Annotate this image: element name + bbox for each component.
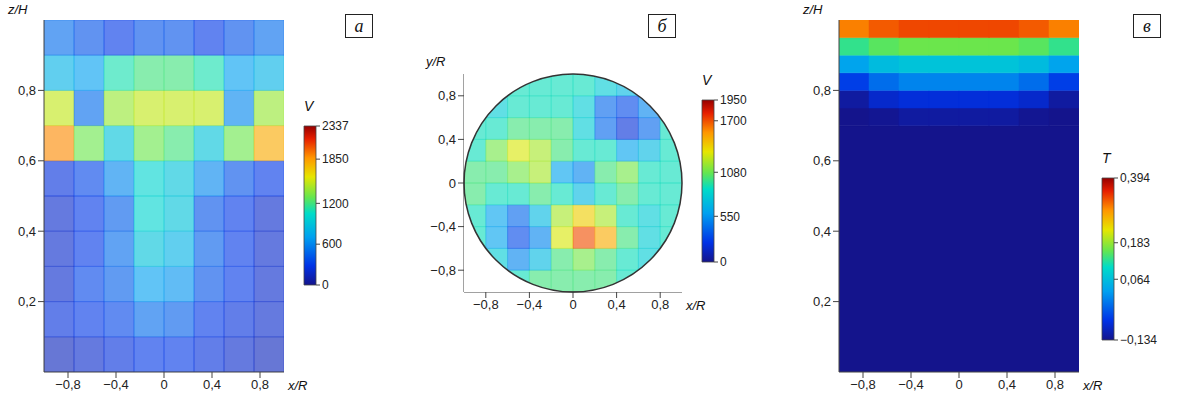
svg-text:1200: 1200 xyxy=(322,197,349,211)
html-text:z/H: z/H xyxy=(8,2,28,17)
html-text:б: б xyxy=(657,16,667,36)
svg-text:0: 0 xyxy=(160,377,167,392)
svg-text:0,394: 0,394 xyxy=(1120,171,1150,185)
html-text:x/R: x/R xyxy=(686,298,706,313)
svg-text:0,4: 0,4 xyxy=(998,377,1016,392)
html-text:T: T xyxy=(1102,150,1111,166)
svg-text:0,8: 0,8 xyxy=(438,88,456,103)
svg-text:0: 0 xyxy=(449,176,456,191)
html-text:x/R: x/R xyxy=(1083,378,1103,393)
svg-text:0,4: 0,4 xyxy=(203,377,221,392)
svg-text:0,064: 0,064 xyxy=(1120,273,1150,287)
svg-text:0,8: 0,8 xyxy=(18,83,36,98)
svg-text:0,6: 0,6 xyxy=(18,153,36,168)
svg-text:−0,4: −0,4 xyxy=(898,377,924,392)
svg-text:0,4: 0,4 xyxy=(608,297,626,312)
html-text:z/H: z/H xyxy=(803,2,823,17)
svg-text:0,4: 0,4 xyxy=(18,224,36,239)
svg-text:1850: 1850 xyxy=(322,152,349,166)
svg-text:−0,4: −0,4 xyxy=(103,377,129,392)
svg-text:0,6: 0,6 xyxy=(813,153,831,168)
svg-text:600: 600 xyxy=(322,237,342,251)
svg-text:1950: 1950 xyxy=(720,93,747,107)
svg-text:0,2: 0,2 xyxy=(813,294,831,309)
svg-text:1700: 1700 xyxy=(720,114,747,128)
svg-text:−0,8: −0,8 xyxy=(850,377,876,392)
svg-text:0: 0 xyxy=(955,377,962,392)
html-text:а: а xyxy=(354,16,364,36)
svg-text:2337: 2337 xyxy=(322,119,349,133)
html-text:V: V xyxy=(304,98,314,114)
svg-text:0: 0 xyxy=(720,255,727,269)
svg-text:0,8: 0,8 xyxy=(813,83,831,98)
svg-text:550: 550 xyxy=(720,210,740,224)
svg-text:−0,8: −0,8 xyxy=(473,297,499,312)
svg-text:−0,134: −0,134 xyxy=(1120,333,1157,347)
html-text:V: V xyxy=(702,72,712,88)
svg-text:0,2: 0,2 xyxy=(18,294,36,309)
html-text:в: в xyxy=(1143,16,1151,36)
svg-text:0,4: 0,4 xyxy=(813,224,831,239)
svg-text:0: 0 xyxy=(322,278,329,292)
svg-text:−0,4: −0,4 xyxy=(430,219,456,234)
html-text:y/R: y/R xyxy=(426,54,446,69)
svg-text:0,183: 0,183 xyxy=(1120,236,1150,250)
svg-text:−0,8: −0,8 xyxy=(55,377,81,392)
svg-text:0,8: 0,8 xyxy=(651,297,669,312)
svg-text:0: 0 xyxy=(569,297,576,312)
svg-text:0,4: 0,4 xyxy=(438,132,456,147)
svg-text:0,8: 0,8 xyxy=(251,377,269,392)
svg-text:1080: 1080 xyxy=(720,166,747,180)
svg-text:−0,8: −0,8 xyxy=(430,263,456,278)
svg-text:0,8: 0,8 xyxy=(1046,377,1064,392)
html-text:x/R: x/R xyxy=(288,378,308,393)
svg-text:−0,4: −0,4 xyxy=(517,297,543,312)
